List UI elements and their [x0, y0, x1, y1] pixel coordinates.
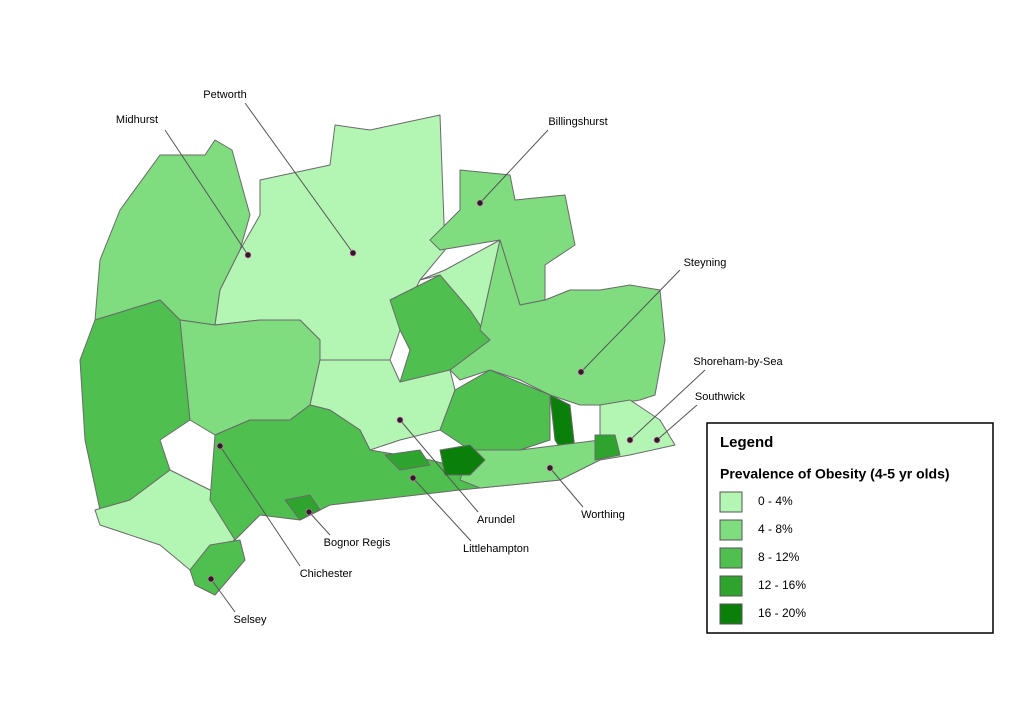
leader-line: [580, 269, 681, 373]
town-dot: [349, 249, 357, 257]
town-label: Chichester: [300, 568, 353, 580]
town-label: Shoreham-by-Sea: [693, 356, 783, 368]
legend-swatch: [719, 547, 743, 569]
town-dot: [546, 464, 554, 472]
legend-swatch: [719, 603, 743, 625]
legend-label: 16 - 20%: [758, 606, 806, 620]
town-label: Selsey: [233, 614, 267, 626]
legend-items: 0 - 4% 4 - 8% 8 - 12% 12 - 16% 16 - 20%: [719, 491, 806, 625]
town-label: Billingshurst: [548, 116, 607, 128]
leader-line: [219, 445, 301, 567]
region: [189, 539, 246, 596]
town-label: Arundel: [477, 514, 515, 526]
town-label: Bognor Regis: [324, 537, 391, 549]
leader-line: [629, 369, 706, 441]
town-dot: [244, 251, 252, 259]
leader-line: [244, 102, 354, 254]
leader-line: [479, 129, 549, 204]
region: [449, 239, 666, 406]
legend-label: 4 - 8%: [758, 522, 793, 536]
town-dot: [396, 416, 404, 424]
town-label: Southwick: [695, 391, 746, 403]
legend-subtitle: Prevalence of Obesity (4-5 yr olds): [720, 466, 950, 482]
leader-line: [399, 419, 479, 513]
town-dot: [409, 474, 417, 482]
legend: Legend Prevalence of Obesity (4-5 yr old…: [706, 422, 994, 634]
region: [384, 449, 431, 471]
region: [459, 439, 601, 489]
regions: [79, 114, 676, 596]
town-dot: [653, 436, 661, 444]
leader-line: [412, 477, 472, 542]
town-dot: [305, 508, 313, 516]
leader-line: [308, 511, 331, 536]
leader-line: [164, 129, 249, 256]
legend-title: Legend: [720, 434, 773, 451]
town-label: Worthing: [581, 509, 625, 521]
region: [594, 434, 621, 461]
town-label: Steyning: [684, 257, 727, 269]
town-dot: [216, 442, 224, 450]
legend-label: 12 - 16%: [758, 578, 806, 592]
legend-swatch: [719, 575, 743, 597]
town-dot: [626, 436, 634, 444]
region: [439, 444, 486, 476]
town-label: Littlehampton: [463, 543, 529, 555]
legend-label: 8 - 12%: [758, 550, 800, 564]
region: [439, 369, 551, 451]
leader-line: [549, 467, 584, 508]
town-dot: [207, 575, 215, 583]
legend-label: 0 - 4%: [758, 494, 793, 508]
town-label: Petworth: [203, 89, 246, 101]
legend-swatch: [719, 519, 743, 541]
towns: Midhurst Petworth Billingshurst Steyning Sho…: [116, 89, 784, 626]
leader-line: [656, 404, 698, 441]
legend-swatch: [719, 491, 743, 513]
town-label: Midhurst: [116, 114, 158, 126]
legend-box: [706, 422, 994, 634]
town-dot: [476, 199, 484, 207]
leader-line: [210, 578, 236, 613]
town-dot: [577, 368, 585, 376]
